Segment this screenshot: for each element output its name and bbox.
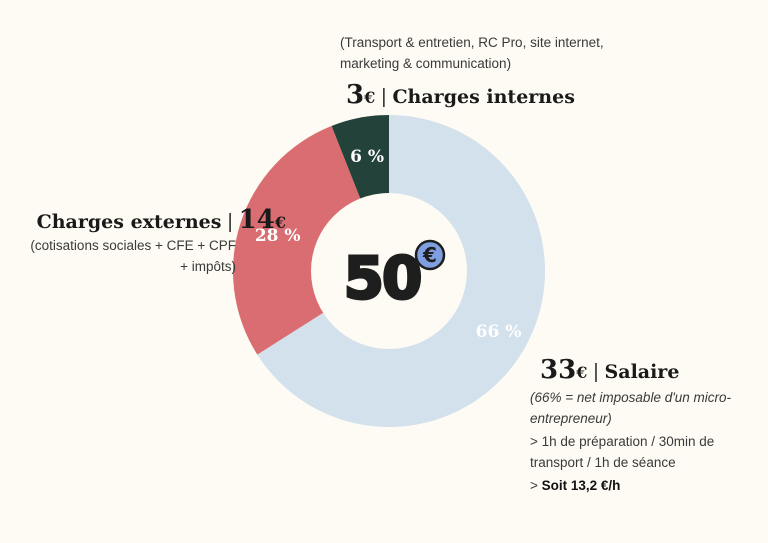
- internes-label: Charges internes: [392, 86, 575, 108]
- internes-amount: 3: [346, 80, 365, 110]
- annotation-charges-internes: (Transport & entretien, RC Pro, site int…: [340, 32, 660, 110]
- salaire-detail: > 1h de préparation / 30min de transport…: [530, 434, 715, 470]
- internes-separator: |: [381, 86, 387, 108]
- salaire-title: 33€ | Salaire: [540, 355, 760, 385]
- externes-currency: €: [274, 213, 286, 232]
- salaire-result-line: > Soit 13,2 €/h: [530, 475, 760, 496]
- annotation-salaire: 33€ | Salaire (66% = net imposable d'un mi…: [530, 355, 760, 496]
- center-amount: 50 €: [342, 239, 446, 314]
- slice-label-salaire: 66 %: [476, 322, 522, 342]
- externes-label: Charges externes: [36, 211, 222, 233]
- slice-labels: 66 % 28 % 6 %: [255, 147, 522, 342]
- internes-currency: €: [364, 88, 376, 107]
- externes-title: Charges externes | 14€: [26, 205, 286, 235]
- center-currency: €: [422, 243, 437, 267]
- center-value: 50: [344, 244, 421, 312]
- salaire-result: Soit 13,2 €/h: [541, 478, 621, 493]
- salaire-label: Salaire: [604, 361, 680, 383]
- slice-label-charges-internes: 6 %: [350, 147, 384, 167]
- salaire-separator: |: [593, 361, 599, 383]
- donut-slice-charges-externes: [232, 125, 389, 355]
- salaire-currency: €: [576, 363, 588, 382]
- donut-hole: [311, 193, 467, 349]
- internes-title: 3€ | Charges internes: [340, 80, 660, 110]
- salaire-note: (66% = net imposable d'un micro-entrepre…: [530, 390, 732, 426]
- annotation-charges-externes: Charges externes | 14€ (cotisations social…: [26, 205, 286, 277]
- salaire-result-prefix: >: [530, 478, 542, 493]
- externes-description: (cotisations sociales + CFE + CPF + impô…: [30, 238, 236, 274]
- euro-icon: €: [414, 239, 446, 271]
- externes-separator: |: [227, 211, 233, 233]
- internes-description: (Transport & entretien, RC Pro, site int…: [340, 35, 604, 71]
- slice-label-charges-externes: 28 %: [255, 226, 301, 246]
- salaire-amount: 33: [540, 355, 577, 385]
- externes-amount: 14: [238, 205, 275, 235]
